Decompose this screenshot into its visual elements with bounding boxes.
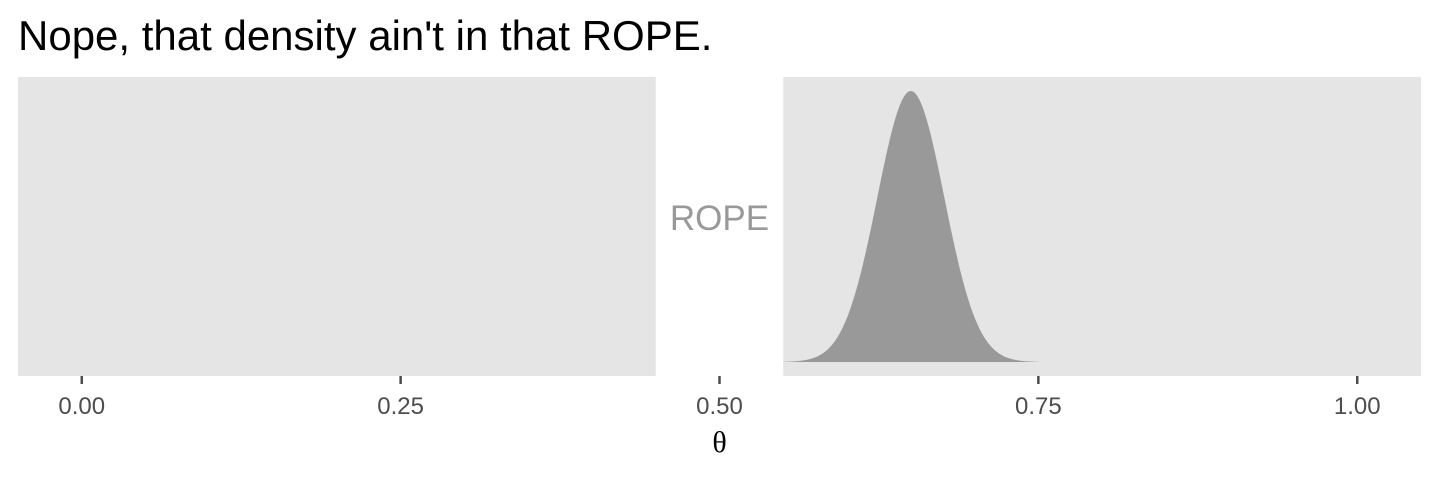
- chart-title: Nope, that density ain't in that ROPE.: [18, 12, 713, 59]
- rope-label: ROPE: [670, 199, 769, 238]
- x-tick-label: 0.75: [1015, 393, 1062, 420]
- panel-left: [18, 77, 656, 376]
- x-tick-label: 0.25: [377, 393, 424, 420]
- x-axis-title: θ: [712, 426, 726, 459]
- density-area: [783, 91, 1039, 362]
- x-tick-label: 0.00: [58, 393, 105, 420]
- x-tick-label: 1.00: [1334, 393, 1381, 420]
- x-tick-label: 0.50: [696, 393, 743, 420]
